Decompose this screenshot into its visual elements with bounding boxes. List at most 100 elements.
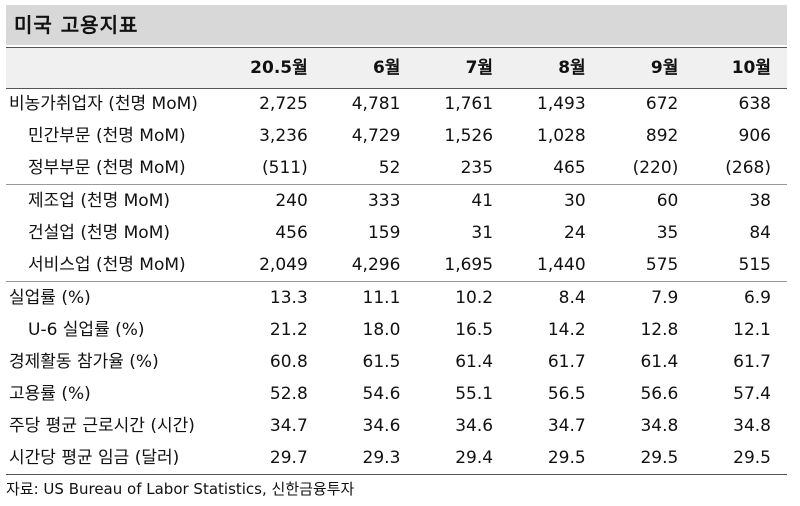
cell-value: 31 — [471, 223, 494, 243]
header-col-may: 20.5월 — [231, 47, 324, 89]
cell-value: 34.8 — [640, 416, 679, 436]
cell-value: 892 — [645, 126, 679, 146]
cell-value: 30 — [564, 191, 586, 211]
cell-value: 906 — [738, 126, 771, 146]
cell-value: 34.6 — [455, 416, 494, 436]
cell-value: 29.3 — [323, 442, 417, 475]
cell-value: 1,761 — [444, 94, 494, 114]
cell-value: 29.5 — [694, 442, 787, 475]
cell-value: 6.9 — [743, 288, 771, 308]
row-label: 정부부문 (천명 MoM) — [6, 152, 232, 185]
row-label: 제조업 (천명 MoM) — [28, 191, 171, 211]
header-col-sep: 9월 — [601, 47, 695, 89]
row-label: 고용률 (%) — [9, 384, 91, 404]
cell-value: 61.7 — [733, 352, 771, 372]
table-row: 실업률 (%) 13.3 11.1 10.2 8.4 7.9 6.9 — [6, 282, 787, 315]
header-col-aug: 8월 — [509, 47, 602, 89]
cell-value: 1,493 — [537, 94, 586, 114]
table-row: 민간부문 (천명 MoM) 3,236 4,729 1,526 1,028 89… — [6, 120, 787, 152]
cell-value: 57.4 — [733, 384, 771, 404]
cell-value: 34.6 — [362, 416, 401, 436]
cell-value: 18.0 — [362, 320, 401, 340]
table-row: 비농가취업자 (천명 MoM) 2,725 4,781 1,761 1,493 … — [6, 89, 787, 121]
row-label: 주당 평균 근로시간 (시간) — [9, 416, 195, 436]
table-row: 정부부문 (천명 MoM) (511) 52 235 465 (220) (26… — [6, 152, 787, 185]
table-row: 시간당 평균 임금 (달러) 29.7 29.3 29.4 29.5 29.5 … — [6, 442, 787, 475]
row-label: 실업률 (%) — [9, 288, 91, 308]
row-label: 비농가취업자 (천명 MoM) — [9, 94, 198, 114]
header-col-jul: 7월 — [416, 47, 510, 89]
cell-value: 84 — [749, 223, 771, 243]
cell-value: 61.4 — [640, 352, 679, 372]
cell-value: 3,236 — [259, 126, 308, 146]
cell-value: 60 — [656, 191, 679, 211]
cell-value: 7.9 — [651, 288, 679, 308]
cell-value: 11.1 — [362, 288, 401, 308]
cell-value: 1,440 — [509, 249, 602, 282]
cell-value: 35 — [656, 223, 679, 243]
cell-value: 56.6 — [640, 384, 679, 404]
cell-value: 29.5 — [601, 442, 695, 475]
cell-value: 159 — [367, 223, 401, 243]
header-label-cell — [6, 47, 232, 89]
row-label: 경제활동 참가율 (%) — [9, 352, 159, 372]
row-label: 시간당 평균 임금 (달러) — [6, 442, 232, 475]
cell-value: 55.1 — [455, 384, 494, 404]
cell-value: 638 — [738, 94, 771, 114]
header-col-jun: 6월 — [323, 47, 417, 89]
header-col-oct: 10월 — [694, 47, 787, 89]
cell-value: 2,725 — [259, 94, 308, 114]
cell-value: 12.8 — [640, 320, 679, 340]
row-label: 건설업 (천명 MoM) — [28, 223, 171, 243]
cell-value: 1,028 — [537, 126, 586, 146]
cell-value: 41 — [471, 191, 494, 211]
row-label: 서비스업 (천명 MoM) — [6, 249, 232, 282]
cell-value: 29.5 — [509, 442, 602, 475]
cell-value: 34.7 — [269, 416, 308, 436]
header-row: 20.5월 6월 7월 8월 9월 10월 — [6, 47, 787, 89]
table-title: 미국 고용지표 — [6, 5, 787, 45]
table-row: 고용률 (%) 52.8 54.6 55.1 56.5 56.6 57.4 — [6, 378, 787, 410]
table-row: 경제활동 참가율 (%) 60.8 61.5 61.4 61.7 61.4 61… — [6, 346, 787, 378]
cell-value: 8.4 — [558, 288, 586, 308]
cell-value: 13.3 — [269, 288, 308, 308]
cell-value: 456 — [275, 223, 308, 243]
cell-value: 465 — [509, 152, 602, 185]
source-note: 자료: US Bureau of Labor Statistics, 신한금융투… — [6, 480, 355, 498]
cell-value: 56.5 — [547, 384, 586, 404]
cell-value: 240 — [275, 191, 308, 211]
cell-value: 1,526 — [444, 126, 494, 146]
table-row: 주당 평균 근로시간 (시간) 34.7 34.6 34.6 34.7 34.8… — [6, 410, 787, 442]
cell-value: 4,296 — [323, 249, 417, 282]
cell-value: 61.5 — [362, 352, 401, 372]
cell-value: 60.8 — [269, 352, 308, 372]
cell-value: 29.4 — [416, 442, 510, 475]
cell-value: 575 — [601, 249, 695, 282]
cell-value: 16.5 — [455, 320, 494, 340]
cell-value: 10.2 — [455, 288, 494, 308]
row-label: U-6 실업률 (%) — [28, 320, 145, 340]
employment-table: 20.5월 6월 7월 8월 9월 10월 비농가취업자 (천명 MoM) 2,… — [6, 47, 787, 475]
cell-value: 29.7 — [231, 442, 324, 475]
cell-value: 52 — [323, 152, 417, 185]
cell-value: 2,049 — [231, 249, 324, 282]
cell-value: 34.7 — [547, 416, 586, 436]
cell-value: 515 — [694, 249, 787, 282]
cell-value: (220) — [601, 152, 695, 185]
table-row: 제조업 (천명 MoM) 240 333 41 30 60 38 — [6, 185, 787, 218]
cell-value: (268) — [694, 152, 787, 185]
cell-value: 61.7 — [547, 352, 586, 372]
cell-value: 235 — [416, 152, 510, 185]
cell-value: 12.1 — [733, 320, 771, 340]
cell-value: 4,781 — [351, 94, 401, 114]
cell-value: 14.2 — [547, 320, 586, 340]
cell-value: (511) — [231, 152, 324, 185]
cell-value: 34.8 — [733, 416, 771, 436]
cell-value: 61.4 — [455, 352, 494, 372]
cell-value: 52.8 — [269, 384, 308, 404]
cell-value: 672 — [645, 94, 679, 114]
cell-value: 54.6 — [362, 384, 401, 404]
table-row: 서비스업 (천명 MoM) 2,049 4,296 1,695 1,440 57… — [6, 249, 787, 282]
cell-value: 24 — [564, 223, 586, 243]
cell-value: 21.2 — [269, 320, 308, 340]
